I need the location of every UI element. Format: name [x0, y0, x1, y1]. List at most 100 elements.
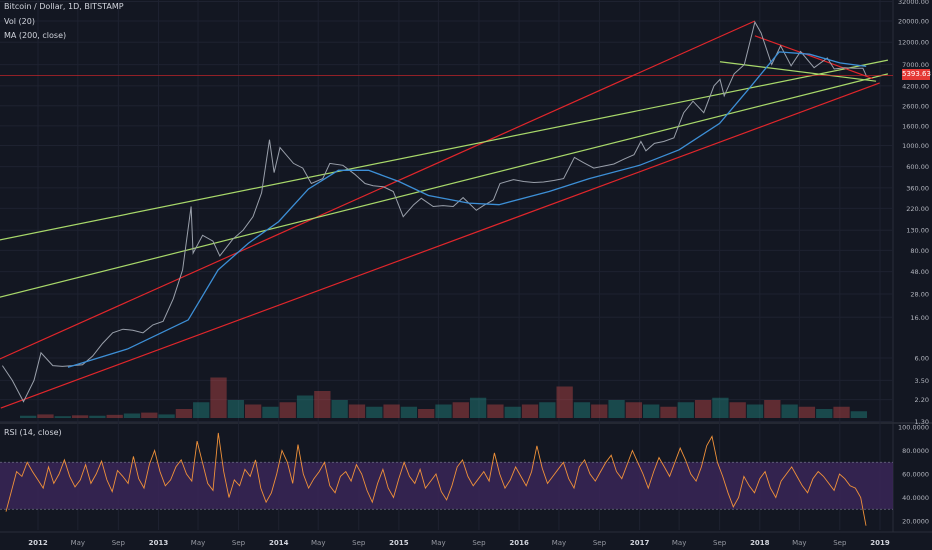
x-tick-label: May [191, 539, 205, 547]
x-tick-label: 2014 [269, 539, 289, 547]
last-price-tag: 5393.63 [902, 69, 931, 80]
volume-bar [833, 406, 850, 418]
volume-bar [694, 400, 712, 418]
rsi-band [0, 462, 893, 510]
x-tick-label: 2012 [28, 539, 48, 547]
rsi-legend[interactable]: RSI (14, close) [4, 428, 62, 437]
volume-bar [521, 404, 539, 418]
trendline-green-upper [0, 59, 889, 241]
y-tick-label: 16.00 [910, 314, 929, 322]
volume-bar [210, 377, 227, 418]
y-tick-label: 2.20 [915, 396, 929, 404]
x-tick-label: May [311, 539, 325, 547]
x-tick-label: 2015 [389, 539, 409, 547]
y-tick-label: 80.00 [910, 247, 929, 255]
volume-bar [89, 415, 106, 418]
x-tick-label: May [431, 539, 445, 547]
y-tick-label: 12000.00 [898, 39, 929, 47]
x-tick-label: Sep [472, 539, 486, 547]
volume-bar [158, 414, 175, 418]
y-tick-label: 48.00 [910, 268, 929, 276]
x-tick-label: Sep [833, 539, 847, 547]
volume-bar [764, 400, 781, 418]
volume-bar [850, 411, 867, 418]
volume-bar [296, 395, 314, 418]
volume-bar [193, 402, 210, 418]
y-tick-label: 28.00 [910, 291, 929, 299]
volume-bar [366, 406, 383, 418]
trendline-green-short [719, 61, 877, 82]
volume-bar [608, 400, 625, 418]
x-tick-label: Sep [593, 539, 607, 547]
symbol-legend[interactable]: Bitcoin / Dollar, 1D, BITSTAMP [4, 2, 124, 11]
y-tick-label: 220.00 [906, 205, 929, 213]
x-tick-label: Sep [352, 539, 366, 547]
volume-bar [712, 397, 729, 418]
volume-bar [469, 397, 487, 418]
volume-bar [71, 415, 89, 418]
ma-series-line [67, 51, 867, 368]
volume-bar [487, 404, 504, 418]
volume-bar [279, 402, 296, 418]
price-series-line [1, 20, 867, 403]
x-tick-label: 2013 [149, 539, 169, 547]
x-tick-label: Sep [112, 539, 126, 547]
y-tick-label: 7000.00 [902, 61, 929, 69]
x-tick-label: 2017 [630, 539, 650, 547]
rsi-y-tick-label: 40.0000 [902, 494, 929, 502]
volume-bar [746, 404, 764, 418]
trendline-red-bottom [0, 82, 880, 409]
rsi-y-tick-label: 80.0000 [902, 447, 929, 455]
trendline-red-top [0, 20, 756, 360]
volume-bar [625, 402, 643, 418]
trendline-red-descending [754, 35, 873, 80]
y-tick-label: 3.50 [915, 377, 929, 385]
volume-bar [591, 404, 608, 418]
volume-bar [573, 402, 591, 418]
volume-bar [123, 413, 141, 418]
x-tick-label: May [672, 539, 686, 547]
volume-bar [262, 406, 279, 418]
volume-bar [418, 409, 435, 418]
y-tick-label: 360.00 [906, 184, 929, 192]
volume-bar [20, 415, 37, 418]
volume-bar [781, 404, 798, 418]
volume-bar [227, 400, 244, 418]
y-tick-label: 1600.00 [902, 122, 929, 130]
volume-bar [539, 402, 556, 418]
x-tick-label: May [71, 539, 85, 547]
volume-bar [348, 404, 366, 418]
volume-bar [314, 391, 331, 418]
x-tick-label: Sep [232, 539, 246, 547]
y-tick-label: 2600.00 [902, 102, 929, 110]
y-tick-label: 20000.00 [898, 18, 929, 26]
volume-bar [660, 406, 677, 418]
x-tick-label: 2018 [750, 539, 770, 547]
volume-legend[interactable]: Vol (20) [4, 17, 35, 26]
volume-bar [452, 402, 469, 418]
y-tick-label: 130.00 [906, 227, 929, 235]
x-tick-label: 2019 [870, 539, 890, 547]
volume-bar [435, 404, 452, 418]
y-tick-label: 1000.00 [902, 142, 929, 150]
volume-bar [106, 414, 123, 418]
y-tick-label: 6.00 [915, 355, 929, 363]
volume-bar [383, 404, 400, 418]
volume-bar [677, 402, 694, 418]
y-tick-label: 1.30 [915, 418, 929, 426]
volume-bar [141, 412, 158, 418]
volume-bar [37, 414, 54, 418]
volume-bar [643, 404, 660, 418]
rsi-y-tick-label: 20.0000 [902, 518, 929, 526]
volume-bar [729, 402, 746, 418]
volume-bar [798, 406, 816, 418]
ma-legend[interactable]: MA (200, close) [4, 31, 67, 40]
x-tick-label: May [792, 539, 806, 547]
volume-bar [244, 404, 262, 418]
x-tick-label: May [552, 539, 566, 547]
volume-bar [816, 409, 833, 418]
y-tick-label: 4200.00 [902, 82, 929, 90]
